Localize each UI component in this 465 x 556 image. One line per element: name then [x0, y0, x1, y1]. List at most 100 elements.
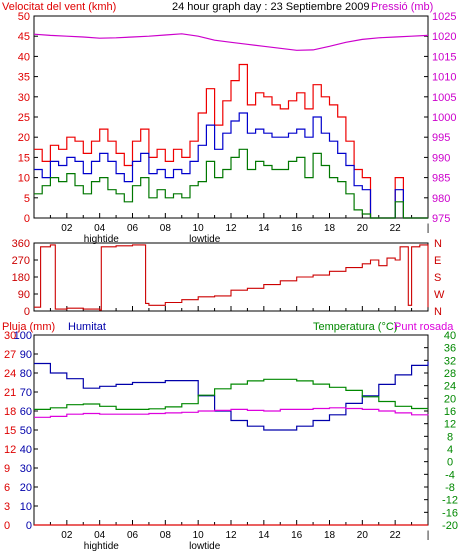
rain-y-tick-label: 6	[4, 482, 10, 494]
x-tick-label: 22	[390, 223, 402, 234]
compass-label: N	[434, 238, 442, 250]
wind-y-tick-label: 30	[18, 92, 30, 104]
pressure-y-tick-label: 1000	[432, 112, 456, 124]
wind-y-tick-label: 25	[18, 112, 30, 124]
humidity-y-tick-label: 50	[20, 425, 32, 437]
graph-title: 24 hour graph day : 23 Septiembre 2009	[172, 1, 370, 13]
wind-title: Velocitat del vent (kmh)	[2, 1, 117, 13]
wind-y-tick-label: 35	[18, 72, 30, 84]
direction-y-tick-label: 270	[12, 255, 30, 267]
humidity-y-tick-label: 10	[20, 501, 32, 513]
x-tick-label: |	[427, 530, 430, 541]
direction-y-tick-label: 0	[24, 306, 30, 318]
direction-series-line	[34, 244, 429, 311]
wind-y-tick-label: 40	[18, 51, 30, 63]
x-tick-label: 02	[61, 223, 73, 234]
x-tick-label: 18	[324, 223, 336, 234]
x-tick-label: 16	[291, 223, 303, 234]
tide-label: hightide	[84, 541, 119, 552]
temperature-y-tick-label: 36	[444, 343, 456, 355]
tide-label: lowtide	[189, 541, 221, 552]
temperature-y-tick-label: 40	[444, 330, 456, 342]
humidity-title: Humitat	[68, 321, 106, 333]
x-tick-label: 06	[127, 530, 139, 541]
temperature-y-tick-label: 16	[444, 406, 456, 418]
pressure-y-tick-label: 1005	[432, 92, 456, 104]
temperature-series-line	[34, 378, 428, 410]
gust-series-line	[34, 63, 428, 219]
rain-y-tick-label: 21	[4, 387, 16, 399]
pressure-y-tick-label: 990	[432, 152, 450, 164]
wind-y-tick-label: 45	[18, 31, 30, 43]
temperature-y-tick-label: 0	[447, 457, 453, 469]
temperature-y-tick-label: 4	[447, 444, 453, 456]
direction-y-tick-label: 90	[18, 289, 30, 301]
humidity-y-tick-label: 70	[20, 387, 32, 399]
x-tick-label: 20	[357, 530, 369, 541]
avg_wind-series-line	[34, 112, 428, 219]
compass-label: E	[434, 255, 441, 267]
wind-y-tick-label: 0	[24, 213, 30, 225]
x-tick-label: 08	[160, 223, 172, 234]
pressure-y-tick-label: 1010	[432, 72, 456, 84]
temperature-y-tick-label: 28	[444, 368, 456, 380]
pressure-title: Pressió (mb)	[371, 1, 434, 13]
x-tick-label: 16	[291, 530, 303, 541]
x-tick-label: 14	[258, 530, 270, 541]
humidity-y-tick-label: 60	[20, 406, 32, 418]
direction-y-tick-label: 360	[12, 238, 30, 250]
x-tick-label: 02	[61, 530, 73, 541]
rain-title: Pluja (mm)	[2, 321, 56, 333]
temperature-y-tick-label: -16	[442, 507, 458, 519]
humidity-series-line	[34, 361, 429, 431]
humidity-y-tick-label: 80	[20, 368, 32, 380]
temperature-y-tick-label: -20	[442, 520, 458, 532]
pressure-series-line	[33, 33, 429, 51]
humidity-y-tick-label: 90	[20, 349, 32, 361]
temperature-y-tick-label: 32	[444, 355, 456, 367]
pressure-y-tick-label: 980	[432, 193, 450, 205]
wind-y-tick-label: 5	[24, 193, 30, 205]
rain-y-tick-label: 0	[4, 520, 10, 532]
tide-label: lowtide	[189, 234, 221, 245]
rain-y-tick-label: 12	[4, 444, 16, 456]
x-tick-label: 14	[258, 223, 270, 234]
humidity-y-tick-label: 30	[20, 463, 32, 475]
direction-y-tick-label: 180	[12, 272, 30, 284]
x-tick-label: 06	[127, 223, 139, 234]
temperature-y-tick-label: 8	[447, 431, 453, 443]
x-tick-label: 04	[94, 530, 106, 541]
wind-y-tick-label: 20	[18, 132, 30, 144]
dew_point-series-line	[34, 407, 429, 418]
x-tick-label: 22	[390, 530, 402, 541]
x-tick-label: |	[427, 223, 430, 234]
wind-y-tick-label: 15	[18, 152, 30, 164]
x-tick-label: 10	[193, 530, 205, 541]
pressure-y-tick-label: 1015	[432, 51, 456, 63]
rain-y-tick-label: 9	[4, 463, 10, 475]
rain-y-tick-label: 27	[4, 349, 16, 361]
x-tick-label: 04	[94, 223, 106, 234]
humidity-y-tick-label: 0	[26, 520, 32, 532]
rain-y-tick-label: 3	[4, 501, 10, 513]
x-tick-label: 18	[324, 530, 336, 541]
wind-y-tick-label: 10	[18, 173, 30, 185]
pressure-y-tick-label: 995	[432, 132, 450, 144]
humidity-y-tick-label: 40	[20, 444, 32, 456]
rain-y-tick-label: 24	[4, 368, 16, 380]
x-tick-label: 20	[357, 223, 369, 234]
humidity-y-tick-label: 20	[20, 482, 32, 494]
wind-y-tick-label: 50	[18, 11, 30, 23]
temperature-y-tick-label: 24	[444, 381, 456, 393]
dew-point-title: Punt rosada	[394, 321, 454, 333]
temperature-y-tick-label: 20	[444, 393, 456, 405]
temperature-y-tick-label: -8	[445, 482, 455, 494]
pressure-y-tick-label: 1020	[432, 31, 456, 43]
direction-panel-frame	[33, 242, 429, 312]
x-tick-label: 08	[160, 530, 172, 541]
wind-panel-frame	[33, 15, 429, 219]
temperature-panel-frame	[33, 334, 429, 526]
tide-label: hightide	[84, 234, 119, 245]
